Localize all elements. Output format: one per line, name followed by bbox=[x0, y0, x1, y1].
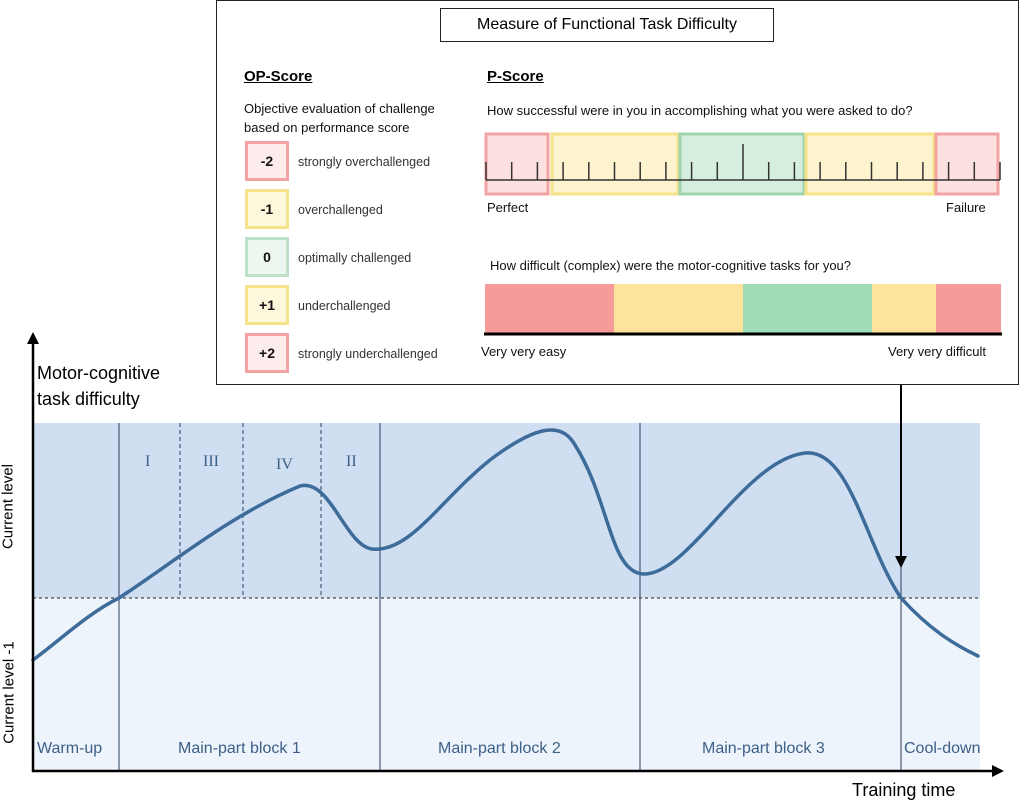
difficulty-scale bbox=[484, 284, 1002, 336]
substage-label-2: III bbox=[203, 453, 219, 470]
success-segment-red-right bbox=[934, 132, 1000, 196]
phase-label-warmup: Warm-up bbox=[37, 740, 103, 757]
op-score-label: strongly underchallenged bbox=[298, 347, 438, 361]
op-score-value-box: +1 bbox=[245, 285, 289, 325]
success-segment-green bbox=[678, 132, 806, 196]
difficulty-segment-green bbox=[743, 284, 872, 334]
success-segment-red-left bbox=[484, 132, 550, 196]
y-axis-title: Motor-cognitive task difficulty bbox=[37, 360, 160, 412]
op-score-header: OP-Score bbox=[244, 68, 313, 85]
success-scale-ticks bbox=[485, 144, 1001, 180]
difficulty-segment-yellow-left bbox=[614, 284, 743, 334]
level-label-lower: Current level -1 bbox=[0, 641, 18, 744]
substage-label-3: IV bbox=[276, 456, 293, 473]
p-score-header: P-Score bbox=[487, 68, 544, 85]
op-score-label: overchallenged bbox=[298, 203, 383, 217]
difficulty-scale-right-label: Very very difficult bbox=[888, 344, 987, 359]
difficulty-segment-red-right bbox=[936, 284, 1001, 334]
phase-label-cooldown: Cool-down bbox=[904, 740, 981, 757]
y-axis-title-line2: task difficulty bbox=[37, 389, 140, 409]
current-level-band bbox=[33, 423, 980, 598]
y-axis-title-line1: Motor-cognitive bbox=[37, 363, 161, 383]
x-axis-title: Training time bbox=[852, 780, 956, 800]
op-score-value-box: -2 bbox=[245, 141, 289, 181]
op-score-value-box: -1 bbox=[245, 189, 289, 229]
op-score-value-box: +2 bbox=[245, 333, 289, 373]
op-score-description-1: Objective evaluation of challenge bbox=[244, 101, 435, 116]
difficulty-curve bbox=[31, 428, 980, 662]
difficulty-scale-left-label: Very very easy bbox=[481, 344, 567, 359]
substage-label-4: II bbox=[346, 453, 357, 470]
phase-label-block3: Main-part block 3 bbox=[702, 740, 825, 757]
panel-title: Measure of Functional Task Difficulty bbox=[440, 8, 774, 42]
current-level-minus-one-band bbox=[33, 598, 980, 770]
op-score-label: strongly overchallenged bbox=[298, 155, 431, 169]
phase-label-block2: Main-part block 2 bbox=[438, 740, 561, 757]
difficulty-segment-yellow-right bbox=[872, 284, 936, 334]
phase-label-block1: Main-part block 1 bbox=[178, 740, 301, 757]
op-score-label: underchallenged bbox=[298, 299, 391, 313]
success-scale-left-label: Perfect bbox=[487, 200, 529, 215]
success-segment-yellow-right bbox=[804, 132, 936, 196]
p-score-question-1: How successful were in you in accomplish… bbox=[487, 103, 913, 118]
op-score-label: optimally challenged bbox=[298, 251, 412, 265]
difficulty-segment-red-left bbox=[485, 284, 614, 334]
op-score-description-2: based on performance score bbox=[244, 120, 410, 135]
level-label-upper: Current level bbox=[0, 463, 17, 550]
op-score-value-box: 0 bbox=[245, 237, 289, 277]
success-scale-right-label: Failure bbox=[946, 200, 986, 215]
substage-label-1: I bbox=[145, 453, 151, 470]
p-score-question-2: How difficult (complex) were the motor-c… bbox=[490, 258, 852, 273]
success-scale bbox=[484, 132, 1001, 196]
